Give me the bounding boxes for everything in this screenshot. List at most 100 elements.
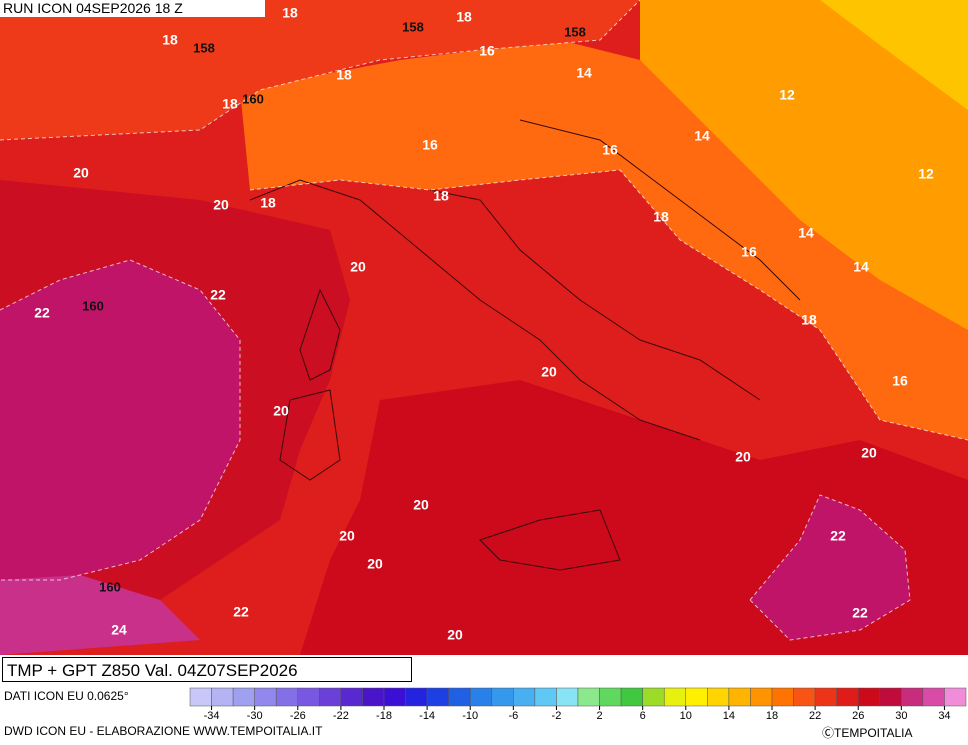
colorbar-tick-label: -30 (247, 710, 263, 722)
height-label: 158 (564, 24, 586, 39)
colorbar-swatch (405, 687, 428, 707)
copyright: ⒸTEMPOITALIA (822, 726, 913, 740)
credits: DWD ICON EU - ELABORAZIONE WWW.TEMPOITAL… (4, 724, 323, 738)
temperature-label: 18 (222, 96, 238, 112)
colorbar-swatch (599, 687, 622, 707)
temperature-label: 22 (852, 605, 868, 621)
colorbar-swatch (556, 687, 579, 707)
colorbar-swatch (448, 687, 471, 707)
colorbar-swatch (642, 687, 665, 707)
colorbar-swatch (297, 687, 320, 707)
colorbar-tick-label: 22 (809, 710, 821, 722)
colorbar-swatch (383, 687, 406, 707)
colorbar-swatch (836, 687, 859, 707)
temperature-label: 14 (694, 128, 710, 144)
map-title: TMP + GPT Z850 Val. 04Z07SEP2026 (2, 657, 412, 682)
temperature-label: 20 (541, 364, 557, 380)
data-source: DATI ICON EU 0.0625° (4, 689, 129, 703)
temperature-label: 22 (34, 305, 50, 321)
colorbar-swatch (232, 687, 255, 707)
colorbar-swatch (319, 687, 342, 707)
isotherm (249, 169, 968, 441)
height-label: 160 (242, 91, 264, 106)
colorbar-swatch (254, 687, 277, 707)
coastline (519, 119, 801, 301)
colorbar-tick-label: 10 (680, 710, 692, 722)
height-label: 160 (82, 298, 104, 313)
temperature-label: 12 (918, 166, 934, 182)
coastline (279, 389, 341, 481)
isotherm (0, 0, 641, 141)
weather-map: 18 18 18 16 18 14 12 18 16 14 16 20 12 20 18 18 18 14 16 20… (0, 0, 968, 655)
colorbar-tick-label: -6 (508, 710, 518, 722)
temperature-label: 12 (779, 87, 795, 103)
temperature-label: 18 (282, 5, 298, 21)
colorbar-swatch (577, 687, 600, 707)
temperature-label: 20 (735, 449, 751, 465)
temperature-label: 16 (892, 373, 908, 389)
colorbar-swatch (793, 687, 816, 707)
temperature-label: 20 (213, 197, 229, 213)
height-label: 158 (193, 40, 215, 55)
colorbar-swatch (340, 687, 363, 707)
temperature-label: 18 (801, 312, 817, 328)
colorbar-tick-label: -2 (552, 710, 562, 722)
colorbar-swatch (922, 687, 945, 707)
colorbar-swatch (707, 687, 730, 707)
zone-north (0, 0, 640, 140)
temperature-label: 20 (350, 259, 366, 275)
temperature-label: 14 (576, 65, 592, 81)
colorbar-swatch (275, 687, 299, 707)
isotherm (0, 259, 241, 581)
colorbar-swatch (362, 687, 385, 707)
colorbar-tick-label: -18 (376, 710, 392, 722)
colorbar-swatch (771, 687, 794, 707)
temperature-label: 20 (367, 556, 383, 572)
colorbar-tick-label: 26 (852, 710, 864, 722)
temperature-label: 16 (602, 142, 618, 158)
colorbar-tick-label: 14 (723, 710, 735, 722)
zone-light-orange (820, 0, 968, 110)
temperature-label: 18 (162, 32, 178, 48)
height-label: 160 (99, 579, 121, 594)
temperature-label: 18 (433, 188, 449, 204)
colorbar-swatch (750, 687, 773, 707)
temperature-label: 20 (447, 627, 463, 643)
temperature-label: 20 (413, 497, 429, 513)
temperature-label: 14 (853, 259, 869, 275)
zone-pink-southwest (0, 575, 200, 655)
colorbar-tick-label: 6 (640, 710, 646, 722)
isotherm (749, 494, 911, 641)
temperature-label: 18 (653, 209, 669, 225)
zone-magenta-southeast (750, 495, 910, 640)
temperature-label: 16 (741, 244, 757, 260)
colorbar-swatch (211, 687, 234, 707)
temperature-label: 22 (830, 528, 846, 544)
temperature-label: 18 (336, 67, 352, 83)
coastline (249, 179, 701, 441)
temperature-label: 24 (111, 622, 127, 638)
colorbar-tick-label: 2 (596, 710, 602, 722)
temperature-label: 20 (339, 528, 355, 544)
colorbar-swatch (620, 687, 643, 707)
colorbar-tick-label: 34 (938, 710, 950, 722)
colorbar-tick-label: -22 (333, 710, 349, 722)
temperature-label: 20 (861, 445, 877, 461)
temperature-label: 16 (422, 137, 438, 153)
coastline (299, 288, 341, 381)
isotherms (0, 0, 968, 641)
temperature-label: 18 (456, 9, 472, 25)
colorbar-tick-label: 30 (895, 710, 907, 722)
temperature-label: 18 (260, 195, 276, 211)
temperature-label: 20 (273, 403, 289, 419)
coastline (479, 509, 621, 571)
colorbar-swatch (879, 687, 902, 707)
colorbar-swatch (469, 687, 493, 707)
colorbar-swatch (685, 687, 708, 707)
zone-orange (640, 0, 968, 330)
colorbar: -34 -30 -26 -22 -18 -14 -10 -6 -2 2 6 10 14 18 22 26 30 3… (189, 687, 967, 722)
colorbar-swatch (901, 687, 924, 707)
temperature-label: 20 (73, 165, 89, 181)
height-label: 158 (402, 19, 424, 34)
colorbar-tick-label: -14 (419, 710, 435, 722)
